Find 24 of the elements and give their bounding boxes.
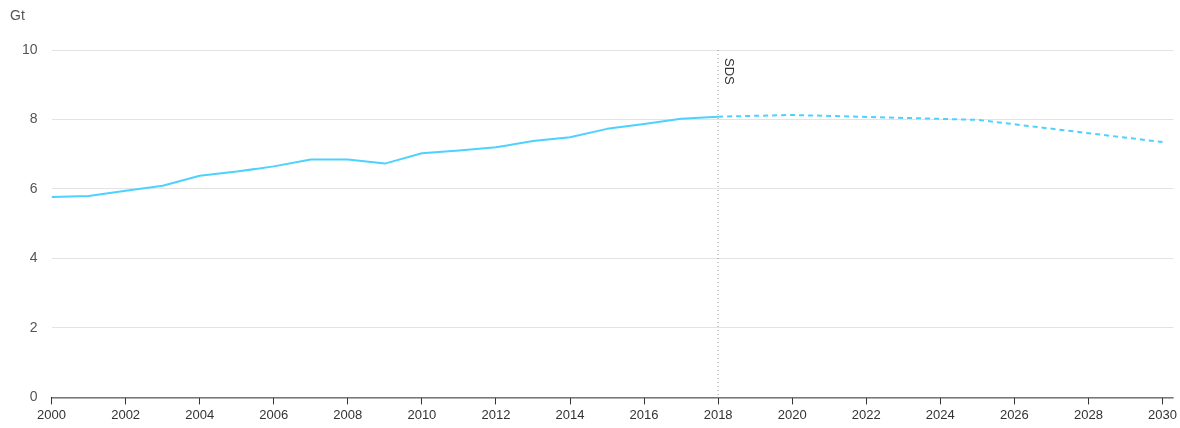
x-tick-label: 2012 [481,406,511,422]
x-tick-label: 2016 [629,406,659,422]
y-tick-label: 6 [29,179,38,196]
x-tick-label: 2014 [555,406,585,422]
x-tick-label: 2018 [703,406,733,422]
x-tick-label: 2006 [259,406,289,422]
x-tick-label: 2008 [333,406,363,422]
x-tick-label: 2020 [777,406,807,422]
x-tick-label: 2022 [851,406,881,422]
x-tick-label: 2002 [111,406,141,422]
y-tick-label: 2 [29,318,38,335]
y-tick-label: 0 [29,388,38,405]
y-tick-label: 10 [21,40,38,57]
y-tick-label: 4 [29,249,38,266]
ref-line-label: SDS [722,58,738,86]
x-tick-label: 2030 [1148,406,1177,422]
y-tick-label: 8 [29,110,38,127]
x-tick-label: 2028 [1073,406,1103,422]
x-tick-label: 2010 [407,406,437,422]
x-tick-label: 2024 [925,406,955,422]
x-tick-label: 2026 [999,406,1029,422]
y-axis-title: Gt [10,6,25,23]
x-tick-label: 2004 [185,406,215,422]
x-tick-label: 2000 [37,406,67,422]
